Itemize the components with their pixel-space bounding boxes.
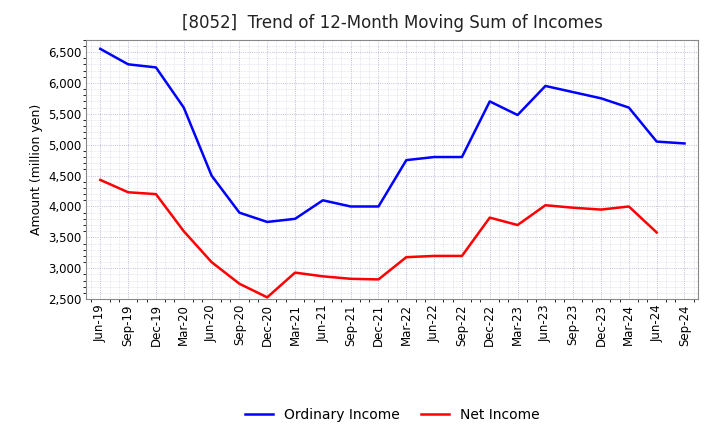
- Ordinary Income: [652, 139, 661, 144]
- Net Income: [430, 253, 438, 259]
- Ordinary Income: [235, 210, 243, 215]
- Net Income: [624, 204, 633, 209]
- Net Income: [291, 270, 300, 275]
- Ordinary Income: [597, 95, 606, 101]
- Net Income: [235, 281, 243, 286]
- Net Income: [652, 230, 661, 235]
- Net Income: [402, 254, 410, 260]
- Net Income: [458, 253, 467, 259]
- Ordinary Income: [458, 154, 467, 160]
- Ordinary Income: [346, 204, 355, 209]
- Net Income: [346, 276, 355, 282]
- Ordinary Income: [513, 112, 522, 117]
- Ordinary Income: [207, 173, 216, 178]
- Ordinary Income: [263, 219, 271, 224]
- Net Income: [207, 260, 216, 265]
- Net Income: [597, 207, 606, 212]
- Ordinary Income: [152, 65, 161, 70]
- Ordinary Income: [179, 105, 188, 110]
- Net Income: [541, 202, 550, 208]
- Ordinary Income: [96, 46, 104, 51]
- Ordinary Income: [430, 154, 438, 160]
- Ordinary Income: [541, 83, 550, 88]
- Ordinary Income: [402, 158, 410, 163]
- Ordinary Income: [680, 141, 689, 146]
- Ordinary Income: [318, 198, 327, 203]
- Ordinary Income: [124, 62, 132, 67]
- Legend: Ordinary Income, Net Income: Ordinary Income, Net Income: [240, 402, 545, 427]
- Net Income: [152, 191, 161, 197]
- Net Income: [318, 274, 327, 279]
- Title: [8052]  Trend of 12-Month Moving Sum of Incomes: [8052] Trend of 12-Month Moving Sum of I…: [182, 15, 603, 33]
- Ordinary Income: [569, 89, 577, 95]
- Net Income: [96, 177, 104, 183]
- Net Income: [179, 228, 188, 234]
- Net Income: [374, 277, 383, 282]
- Ordinary Income: [374, 204, 383, 209]
- Ordinary Income: [624, 105, 633, 110]
- Line: Net Income: Net Income: [100, 180, 657, 297]
- Y-axis label: Amount (million yen): Amount (million yen): [30, 104, 42, 235]
- Net Income: [263, 295, 271, 300]
- Net Income: [124, 190, 132, 195]
- Net Income: [513, 222, 522, 227]
- Ordinary Income: [291, 216, 300, 221]
- Net Income: [569, 205, 577, 210]
- Line: Ordinary Income: Ordinary Income: [100, 49, 685, 222]
- Net Income: [485, 215, 494, 220]
- Ordinary Income: [485, 99, 494, 104]
